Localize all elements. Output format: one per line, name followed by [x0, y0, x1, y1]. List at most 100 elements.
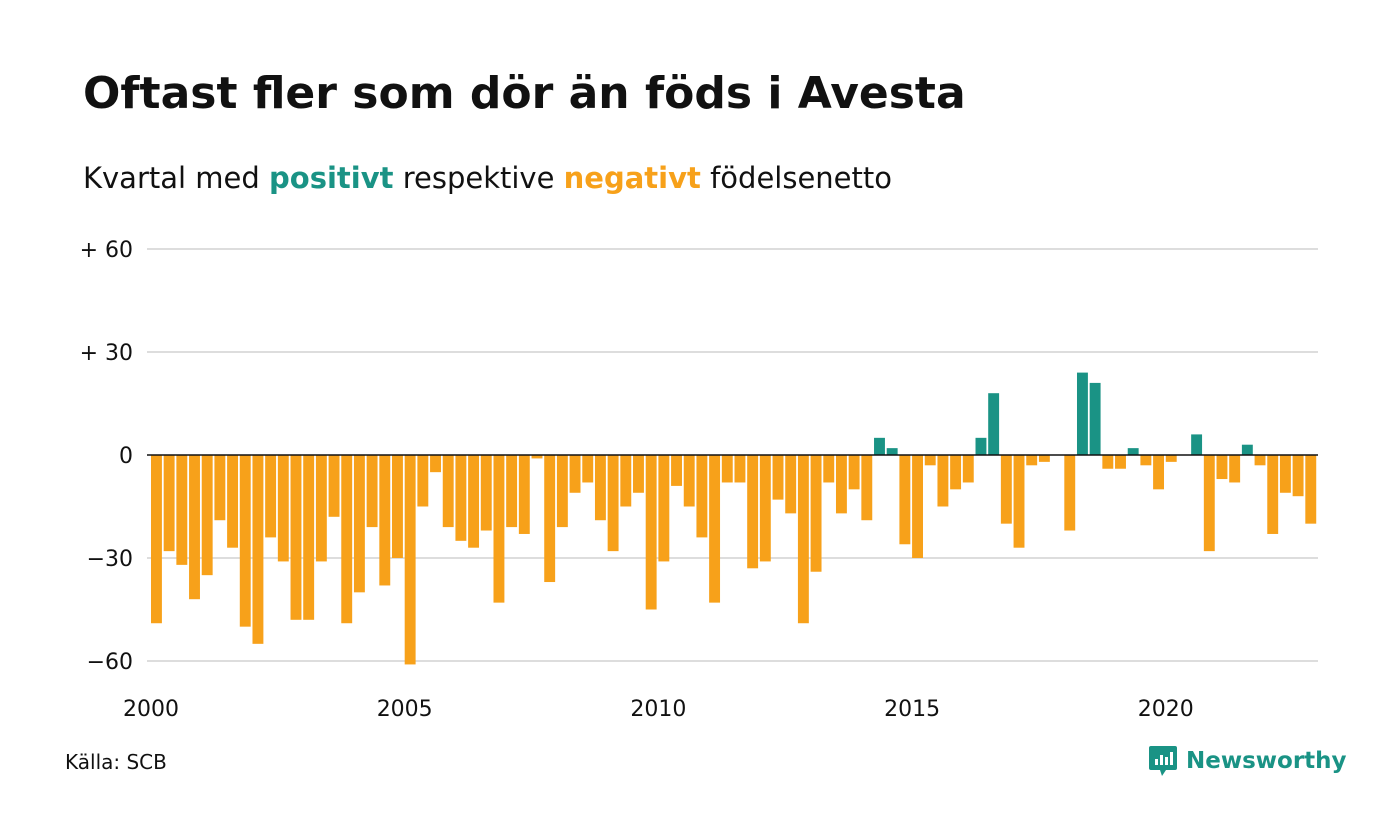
- bar: [1038, 455, 1050, 462]
- bar: [835, 455, 847, 514]
- subtitle-text-middle: respektive: [402, 161, 555, 195]
- bar: [353, 455, 365, 593]
- brand-name: Newsworthy: [1186, 748, 1347, 774]
- bar: [252, 455, 264, 644]
- subtitle-negative-label: negativt: [563, 161, 701, 195]
- chart-title: Oftast fler som dör än föds i Avesta: [83, 68, 966, 119]
- y-tick-label: −60: [87, 650, 133, 675]
- bar: [265, 455, 277, 538]
- bar: [379, 455, 391, 586]
- bar: [1026, 455, 1038, 466]
- bar: [1203, 455, 1215, 552]
- bar: [1305, 455, 1317, 524]
- bar: [848, 455, 860, 490]
- bar: [937, 455, 949, 507]
- bar: [886, 448, 898, 455]
- bar: [912, 455, 923, 558]
- bar: [569, 455, 581, 493]
- bar: [366, 455, 378, 528]
- bar: [480, 455, 492, 531]
- bar: [1115, 455, 1126, 469]
- bar: [328, 455, 340, 517]
- bar: [315, 455, 327, 562]
- bar: [1140, 455, 1152, 466]
- bar: [1229, 455, 1241, 483]
- x-tick-label: 2010: [630, 697, 686, 722]
- bar: [772, 455, 784, 500]
- y-tick-label: −30: [87, 547, 133, 572]
- bar: [518, 455, 530, 534]
- bar: [1000, 455, 1012, 524]
- bar: [658, 455, 670, 562]
- bar: [962, 455, 974, 483]
- bar: [633, 455, 644, 493]
- y-tick-label: + 60: [80, 238, 133, 263]
- y-tick-label: 0: [119, 444, 133, 469]
- bar: [594, 455, 606, 521]
- subtitle-positive-label: positivt: [269, 161, 394, 195]
- subtitle-text-before: Kvartal med: [83, 161, 260, 195]
- bar: [227, 455, 239, 548]
- y-tick-label: + 30: [80, 341, 133, 366]
- bar: [1102, 455, 1114, 469]
- bar: [417, 455, 429, 507]
- bar: [176, 455, 188, 565]
- bar-chart: + 60 + 30 0 −30 −60 2000 2005 2010 2015 2020: [80, 238, 1318, 722]
- chart-subtitle: Kvartal med positivt respektive negativt…: [83, 161, 892, 195]
- bar: [1127, 448, 1139, 455]
- bar: [290, 455, 302, 620]
- bar: [493, 455, 505, 603]
- bar: [1216, 455, 1228, 480]
- bar: [556, 455, 568, 528]
- bar: [468, 455, 480, 548]
- bar: [683, 455, 695, 507]
- bar: [823, 455, 835, 483]
- bar: [620, 455, 632, 507]
- bar: [759, 455, 771, 562]
- bar: [1292, 455, 1304, 497]
- bar: [785, 455, 797, 514]
- bar: [924, 455, 936, 466]
- bar: [734, 455, 746, 483]
- bar: [455, 455, 467, 541]
- bar: [430, 455, 441, 473]
- x-tick-label: 2000: [123, 697, 179, 722]
- bar: [747, 455, 759, 569]
- bar: [810, 455, 822, 572]
- source-note: Källa: SCB: [65, 750, 167, 774]
- bar: [303, 455, 315, 620]
- bar: [404, 455, 416, 665]
- bar: [950, 455, 962, 490]
- bar: [151, 455, 162, 624]
- bar: [696, 455, 708, 538]
- bar: [607, 455, 619, 552]
- subtitle-text-after: födelsenetto: [710, 161, 892, 195]
- bar: [721, 455, 733, 483]
- bar: [1089, 382, 1101, 455]
- bar: [1254, 455, 1266, 466]
- bar: [239, 455, 251, 627]
- bar: [1279, 455, 1291, 493]
- bar: [671, 455, 682, 486]
- bar: [201, 455, 213, 576]
- bar: [189, 455, 200, 600]
- bar: [277, 455, 289, 562]
- bar: [1191, 434, 1203, 455]
- bar: [1064, 455, 1076, 531]
- bar: [988, 393, 1000, 455]
- bar: [1165, 455, 1177, 462]
- bar: [797, 455, 809, 624]
- bar: [582, 455, 594, 483]
- bar: [709, 455, 721, 603]
- newsworthy-logo: Newsworthy: [1148, 744, 1347, 778]
- x-tick-label: 2020: [1138, 697, 1194, 722]
- bar: [214, 455, 226, 521]
- bar: [1241, 444, 1253, 455]
- bar: [1013, 455, 1025, 548]
- bar: [861, 455, 873, 521]
- bar: [531, 455, 543, 459]
- x-tick-label: 2005: [377, 697, 433, 722]
- newsworthy-logo-icon: [1149, 746, 1177, 776]
- x-tick-label: 2015: [884, 697, 940, 722]
- bar: [544, 455, 556, 583]
